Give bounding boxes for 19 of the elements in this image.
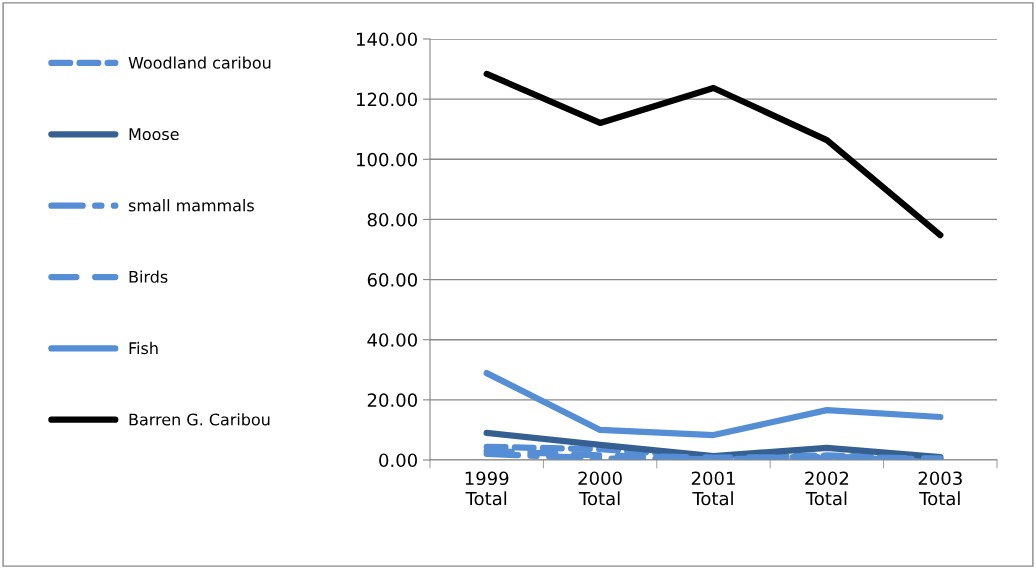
legend-label: Birds <box>129 270 168 283</box>
y-tick-label: 80.00 <box>367 212 417 227</box>
legend-label: Fish <box>129 341 158 355</box>
legend-label: Moose <box>129 128 179 141</box>
y-tick-label: 0.00 <box>379 453 417 468</box>
y-tick-label: 140.00 <box>357 32 417 47</box>
legend-label: small mammals <box>128 199 254 212</box>
x-tick-label: 2002 Total <box>805 471 849 506</box>
y-tick-label: 120.00 <box>357 92 417 107</box>
legend-label: Barren G. Caribou <box>129 413 270 426</box>
y-tick-label: 20.00 <box>367 393 417 407</box>
y-tick-label: 40.00 <box>367 333 417 347</box>
x-tick-label: 2001 Total <box>691 471 735 506</box>
x-tick-label: 2000 Total <box>578 471 622 506</box>
x-tick-label: 2003 Total <box>918 471 962 506</box>
x-tick-label: 1999 Total <box>465 471 509 506</box>
y-tick-label: 60.00 <box>367 273 417 287</box>
legend-label: Woodland caribou <box>128 56 271 69</box>
y-tick-label: 100.00 <box>357 152 417 167</box>
